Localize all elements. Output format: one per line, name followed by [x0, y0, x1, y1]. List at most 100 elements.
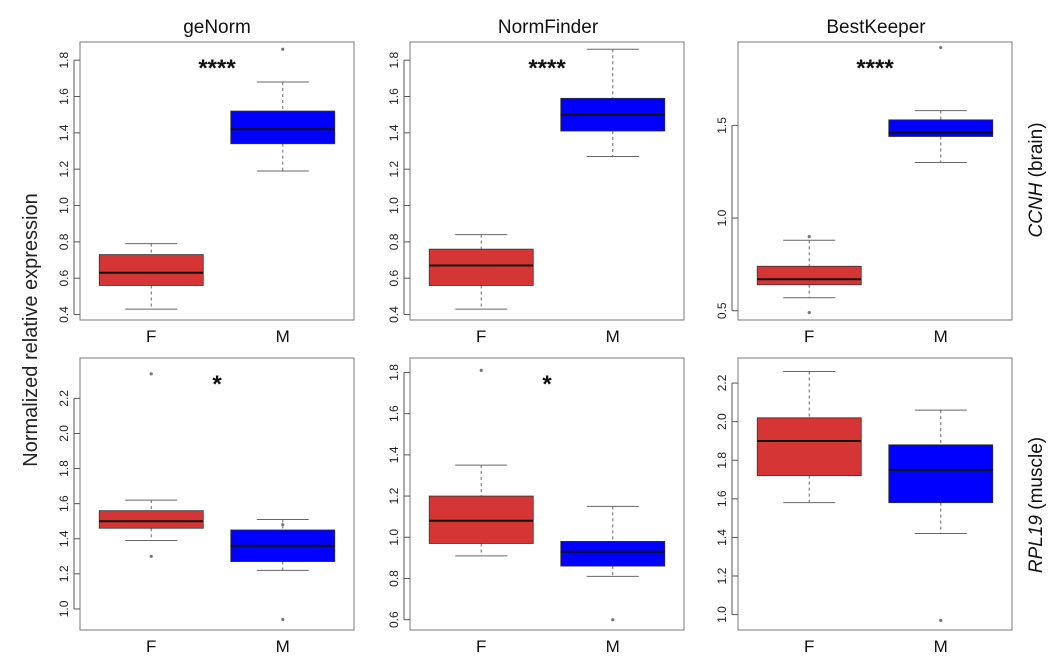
iqr-box	[428, 248, 534, 286]
box-m	[230, 518, 336, 622]
y-tick-label: 1.2	[57, 161, 71, 178]
iqr-box	[428, 495, 534, 544]
outlier-point	[807, 310, 811, 315]
row-label-rpl19: RPL19 (muscle)	[1026, 437, 1047, 573]
y-tick-label: 0.4	[57, 306, 71, 323]
box-m	[888, 409, 994, 622]
y-tick-label: 1.4	[387, 446, 401, 463]
column-title-normfinder: NormFinder	[498, 17, 599, 38]
y-tick-label: 1.4	[387, 124, 401, 141]
significance-marker: *	[542, 371, 552, 398]
outlier-point	[479, 368, 483, 372]
y-tick-label: 1.8	[387, 364, 401, 381]
y-tick-label: 1.8	[387, 52, 401, 69]
box-f	[98, 243, 204, 310]
panel-frame	[737, 41, 1013, 321]
box-f	[428, 234, 534, 310]
outlier-point	[149, 372, 153, 376]
y-tick-label: 2.0	[715, 413, 729, 430]
panel-frame	[737, 357, 1013, 631]
iqr-box	[98, 510, 204, 529]
outlier-point	[939, 618, 943, 622]
y-tick-label: 0.4	[387, 306, 401, 323]
panel-frame	[79, 41, 355, 321]
outlier-point	[281, 523, 285, 527]
y-tick-label: 0.6	[387, 611, 401, 628]
iqr-box	[560, 540, 666, 567]
outlier-point	[281, 47, 285, 51]
y-tick-label: 1.0	[715, 606, 729, 623]
significance-marker: *	[212, 371, 222, 398]
panel-frame	[79, 357, 355, 631]
x-category-label-f: F	[476, 637, 486, 656]
y-tick-label: 1.8	[715, 452, 729, 469]
y-tick-label: 1.0	[715, 209, 729, 226]
y-tick-label: 1.6	[57, 495, 71, 512]
y-tick-label: 2.2	[57, 390, 71, 407]
y-tick-label: 1.2	[57, 565, 71, 582]
row-label-rpl19-gene: RPL19	[1026, 515, 1047, 574]
iqr-box	[98, 254, 204, 286]
y-tick-label: 1.0	[57, 600, 71, 617]
box-f	[756, 371, 862, 504]
y-tick-label: 1.0	[57, 197, 71, 214]
outlier-point	[149, 554, 153, 558]
significance-marker: ****	[528, 55, 566, 82]
x-category-label-f: F	[476, 327, 486, 346]
box-m	[560, 48, 666, 157]
panel-normfinder-rpl19: 0.6 0.8 1.0 1.2 1.4 1.6 1.8 F M *	[387, 357, 685, 656]
box-m	[560, 505, 666, 622]
column-title-genorm: geNorm	[183, 17, 251, 38]
box-f	[428, 368, 534, 557]
x-category-label-m: M	[934, 327, 948, 346]
y-tick-label: 1.0	[387, 197, 401, 214]
significance-marker: ****	[856, 55, 894, 82]
iqr-box	[756, 265, 862, 286]
significance-marker: ****	[198, 55, 236, 82]
row-label-ccnh: CCNH (brain)	[1026, 122, 1047, 237]
y-tick-label: 1.8	[57, 52, 71, 69]
x-category-label-m: M	[276, 637, 290, 656]
y-tick-label: 1.5	[715, 117, 729, 134]
x-category-label-m: M	[606, 637, 620, 656]
iqr-box	[230, 110, 336, 145]
iqr-box	[888, 119, 994, 137]
box-m	[888, 45, 994, 163]
y-tick-label: 0.6	[57, 270, 71, 287]
x-category-label-m: M	[276, 327, 290, 346]
y-axis-label: Normalized relative expression	[20, 193, 42, 466]
y-tick-label: 0.8	[387, 233, 401, 250]
panel-genorm-rpl19: 1.0 1.2 1.4 1.6 1.8 2.0 2.2 F M *	[57, 357, 355, 656]
panel-bestkeeper-ccnh: 0.5 1.0 1.5 F M ****	[715, 41, 1013, 346]
y-tick-label: 0.6	[387, 270, 401, 287]
y-tick-label: 1.4	[715, 529, 729, 546]
y-tick-label: 0.5	[715, 302, 729, 319]
iqr-box	[756, 417, 862, 477]
panel-frame	[409, 41, 685, 321]
y-tick-label: 1.2	[387, 487, 401, 504]
x-category-label-m: M	[934, 637, 948, 656]
y-tick-label: 1.6	[387, 88, 401, 105]
y-tick-label: 0.8	[387, 570, 401, 587]
x-category-label-m: M	[606, 327, 620, 346]
row-label-ccnh-gene: CCNH	[1026, 182, 1047, 237]
row-label-rpl19-tissue: (muscle)	[1026, 437, 1047, 515]
x-category-label-f: F	[146, 327, 156, 346]
y-tick-label: 1.2	[715, 567, 729, 584]
box-m	[230, 47, 336, 172]
y-tick-label: 1.8	[57, 460, 71, 477]
panel-bestkeeper-rpl19: 1.0 1.2 1.4 1.6 1.8 2.0 2.2 F M	[715, 357, 1013, 656]
y-tick-label: 1.6	[387, 405, 401, 422]
column-title-bestkeeper: BestKeeper	[826, 17, 926, 38]
row-label-ccnh-tissue: (brain)	[1026, 122, 1047, 182]
y-tick-label: 2.2	[715, 374, 729, 391]
outlier-point	[939, 45, 943, 50]
panel-normfinder-ccnh: 0.4 0.6 0.8 1.0 1.2 1.4 1.6 1.8 F M ****	[387, 41, 685, 346]
y-tick-label: 1.6	[57, 88, 71, 105]
y-tick-label: 1.4	[57, 124, 71, 141]
panels-group: 0.4 0.6 0.8 1.0 1.2 1.4 1.6 1.8 F M **** 0.4 0.6 0.8 1…	[57, 41, 1013, 656]
panel-genorm-ccnh: 0.4 0.6 0.8 1.0 1.2 1.4 1.6 1.8 F M ****	[57, 41, 355, 346]
y-tick-label: 0.8	[57, 233, 71, 250]
iqr-box	[888, 444, 994, 504]
